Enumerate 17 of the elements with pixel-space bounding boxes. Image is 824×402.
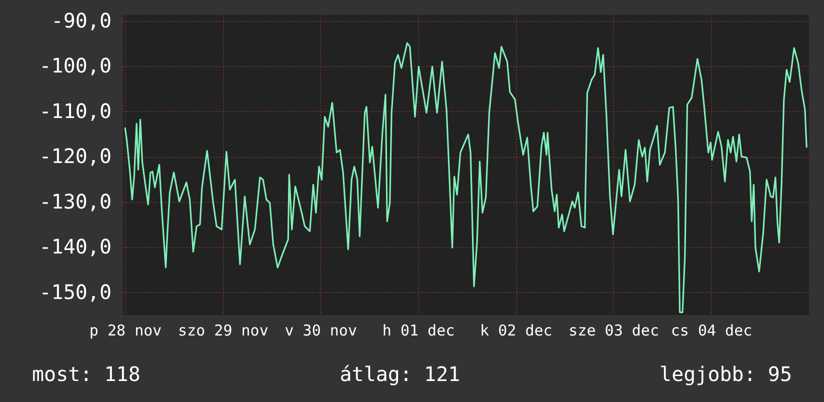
y-tick-label: -150,0 xyxy=(39,280,112,304)
text: most: 118 xyxy=(32,362,140,386)
x-tick-label: cs 04 dec xyxy=(670,322,752,340)
x-tick-label: v 30 nov xyxy=(284,322,357,340)
x-tick-label: p 28 nov xyxy=(89,322,162,340)
y-tick-label: -100,0 xyxy=(39,54,112,78)
x-tick-label: h 01 dec xyxy=(382,322,455,340)
x-tick-label: sze 03 dec xyxy=(568,322,659,340)
text: legjobb: 95 xyxy=(660,362,792,386)
y-tick-label: -110,0 xyxy=(39,98,112,123)
x-tick-label: k 02 dec xyxy=(480,322,552,340)
y-tick-label: -90,0 xyxy=(51,8,112,32)
y-tick-label: -120,0 xyxy=(39,144,112,168)
y-tick-label: -140,0 xyxy=(39,234,112,259)
y-tick-label: -130,0 xyxy=(39,189,112,214)
text: átlag: 121 xyxy=(340,362,460,386)
x-tick-label: szo 29 nov xyxy=(178,322,268,340)
